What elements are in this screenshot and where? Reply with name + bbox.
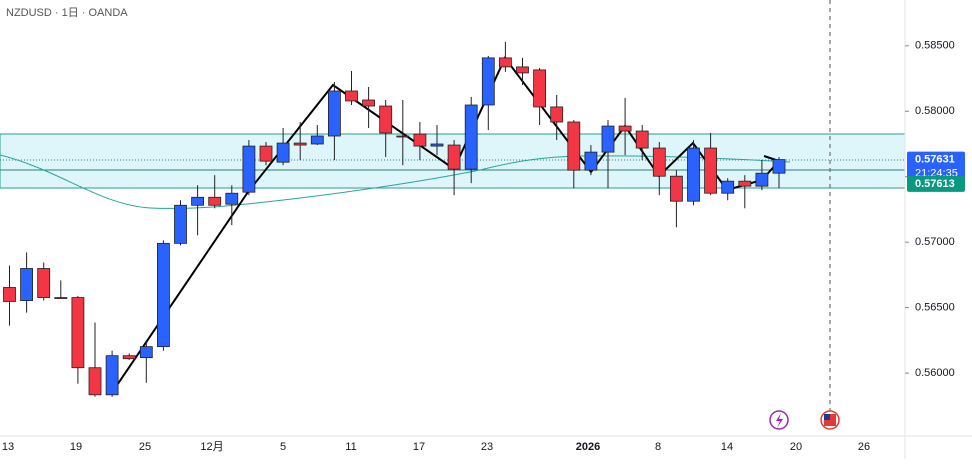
candle-body: [362, 99, 376, 107]
candle-body: [755, 172, 769, 187]
candle-body: [174, 204, 187, 244]
candle-body: [670, 175, 683, 202]
candle-body: [464, 104, 478, 170]
candle-body: [242, 145, 256, 193]
candle-body: [430, 143, 444, 147]
last-price-box: [907, 151, 965, 182]
x-tick-label: 2026: [576, 441, 600, 453]
candle-body: [413, 133, 427, 147]
candle-body: [139, 346, 153, 359]
y-tick-label: 0.58000: [915, 105, 955, 117]
x-tick-label: 13: [2, 441, 14, 453]
candle-body: [447, 144, 461, 170]
flag-canton: [824, 414, 830, 420]
last-price-label: 0.57631: [915, 153, 955, 165]
candle-body: [721, 180, 735, 194]
y-tick-label: 0.56000: [915, 367, 955, 379]
candle-body: [37, 268, 51, 298]
x-tick-label: 12月: [200, 441, 223, 453]
candle-body: [396, 135, 410, 138]
candle-body: [225, 192, 239, 205]
candle-body: [498, 57, 512, 68]
candle-body: [310, 135, 324, 145]
candle-body: [584, 151, 598, 171]
candle-body: [276, 142, 290, 163]
candle-body: [71, 297, 85, 369]
candle-body: [481, 57, 495, 106]
candle-body: [327, 90, 341, 137]
x-tick-label: 8: [655, 441, 661, 453]
candle-body: [567, 121, 581, 171]
x-tick-label: 5: [280, 441, 286, 453]
candle-body: [259, 145, 273, 162]
candle-body: [618, 125, 632, 132]
candle-body: [738, 180, 752, 187]
candle-body: [54, 297, 68, 299]
x-tick-label: 17: [413, 441, 425, 453]
candle-body: [687, 147, 700, 202]
candle-body: [156, 242, 170, 348]
y-tick-label: 0.56500: [915, 302, 955, 314]
x-tick-label: 19: [70, 441, 82, 453]
candle-body: [293, 142, 307, 146]
candles: [3, 41, 786, 397]
x-tick-label: 23: [481, 441, 493, 453]
candle-body: [20, 268, 34, 301]
candle-body: [652, 147, 666, 177]
x-tick-label: 26: [858, 441, 870, 453]
zigzag: [110, 56, 781, 395]
candle-body: [88, 367, 102, 396]
moving-average: [0, 154, 791, 209]
candle-body: [208, 196, 222, 206]
candle-body: [191, 196, 205, 206]
candle-body: [516, 66, 529, 74]
x-tick-label: 20: [790, 441, 802, 453]
candle-body: [704, 147, 717, 194]
candle-body: [772, 159, 786, 174]
symbol-title: NZDUSD · 1日 · OANDA: [6, 7, 128, 19]
x-tick-label: 25: [139, 441, 151, 453]
candle-body: [533, 69, 546, 108]
x-tick-label: 11: [345, 441, 356, 453]
lightning: [776, 413, 783, 428]
x-tick-label: 14: [721, 441, 733, 453]
candle-body: [105, 355, 119, 396]
candle-body: [601, 125, 615, 153]
y-tick-label: 0.57000: [915, 236, 955, 248]
candle-body: [345, 90, 358, 102]
candle-body: [3, 287, 16, 302]
candle-body: [635, 130, 649, 149]
level-box: [907, 175, 965, 192]
y-tick-label: 0.58500: [915, 40, 955, 52]
candle-body: [122, 355, 136, 360]
candle-body: [379, 105, 393, 134]
level-label: 0.57613: [915, 178, 955, 190]
candle-body: [550, 106, 564, 123]
